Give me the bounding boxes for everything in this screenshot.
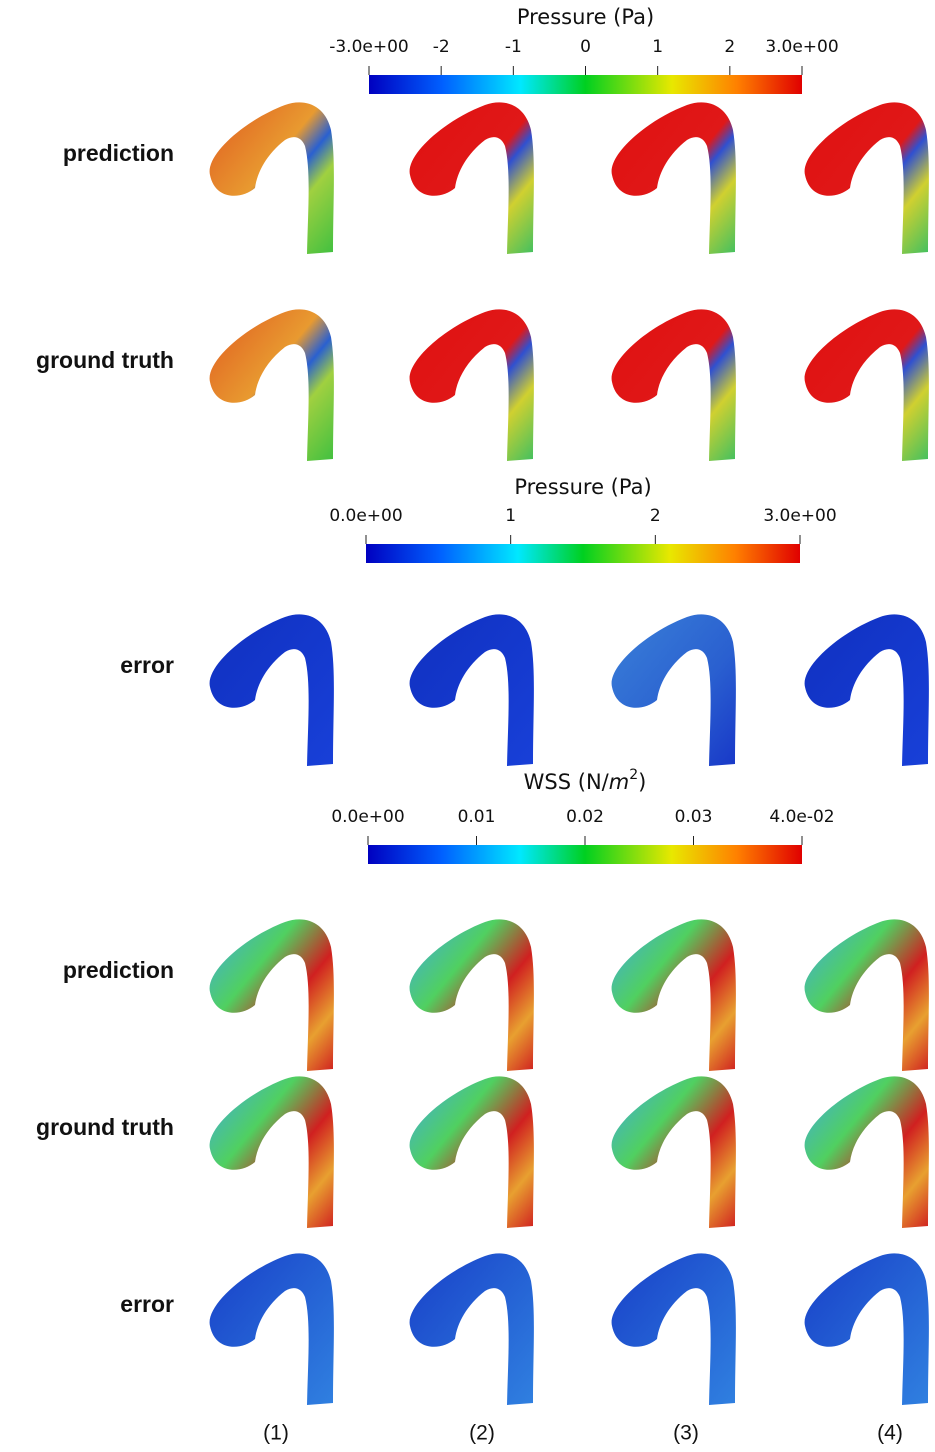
colorbar-title: Pressure (Pa) (514, 475, 651, 499)
row-label: ground truth (36, 347, 174, 373)
aorta-render (409, 309, 534, 461)
tick-label: 0.0e+00 (329, 506, 402, 526)
tick-label: 3.0e+00 (763, 506, 836, 526)
aorta-render (804, 614, 929, 766)
tick-label: 2 (724, 37, 735, 57)
aorta-render (409, 1076, 534, 1228)
aorta-render (804, 309, 929, 461)
aorta-render (611, 309, 736, 461)
aorta-render (611, 1076, 736, 1228)
column-label: (3) (673, 1422, 699, 1445)
title-part: WSS (N/ (524, 770, 610, 794)
colorbar-title: Pressure (Pa) (517, 5, 654, 29)
aorta-render (611, 1253, 736, 1405)
aorta-render (409, 1253, 534, 1405)
column-label: (4) (877, 1422, 903, 1445)
row-label: error (120, 652, 174, 678)
tick-label: 0.0e+00 (331, 807, 404, 827)
colorbar-title: WSS (N/m2) (524, 767, 647, 794)
aorta-render (611, 102, 736, 254)
title-part: 2 (629, 767, 638, 783)
aorta-render (209, 1076, 334, 1228)
aorta-render (209, 309, 334, 461)
tick-label: 4.0e-02 (769, 807, 834, 827)
title-part: ) (638, 770, 646, 794)
aorta-render (804, 102, 929, 254)
aorta-render (209, 1253, 334, 1405)
tick-label: 0 (580, 37, 591, 57)
aorta-render (804, 1253, 929, 1405)
tick-label: 3.0e+00 (765, 37, 838, 57)
aorta-render (409, 614, 534, 766)
aorta-render (209, 614, 334, 766)
colorbar (369, 75, 802, 94)
tick-label: 1 (652, 37, 663, 57)
aorta-render (804, 919, 929, 1071)
aorta-render (611, 614, 736, 766)
aorta-render (804, 1076, 929, 1228)
column-label: (1) (263, 1422, 289, 1445)
colorbar (366, 544, 800, 563)
tick-label: 0.01 (458, 807, 496, 827)
colorbar (368, 845, 802, 864)
tick-label: -3.0e+00 (329, 37, 409, 57)
tick-label: 2 (650, 506, 661, 526)
column-label: (2) (469, 1422, 495, 1445)
row-label: prediction (63, 140, 174, 166)
aorta-render (409, 102, 534, 254)
aorta-render (611, 919, 736, 1071)
tick-label: 1 (505, 506, 516, 526)
tick-label: -2 (433, 37, 450, 57)
aorta-render (209, 102, 334, 254)
aorta-render (209, 919, 334, 1071)
title-part: m (609, 770, 629, 794)
row-label: prediction (63, 957, 174, 983)
tick-label: -1 (505, 37, 522, 57)
row-label: error (120, 1291, 174, 1317)
aorta-render (409, 919, 534, 1071)
tick-label: 0.03 (675, 807, 713, 827)
tick-label: 0.02 (566, 807, 604, 827)
row-label: ground truth (36, 1114, 174, 1140)
